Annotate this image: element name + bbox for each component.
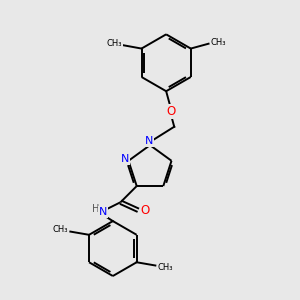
Text: CH₃: CH₃: [211, 38, 226, 46]
Text: N: N: [120, 154, 129, 164]
Text: N: N: [99, 207, 107, 217]
Text: N: N: [145, 136, 154, 146]
Text: CH₃: CH₃: [53, 226, 68, 235]
Text: CH₃: CH₃: [157, 262, 173, 272]
Text: O: O: [141, 204, 150, 217]
Text: O: O: [167, 105, 176, 118]
Text: H: H: [92, 204, 99, 214]
Text: CH₃: CH₃: [107, 39, 122, 48]
